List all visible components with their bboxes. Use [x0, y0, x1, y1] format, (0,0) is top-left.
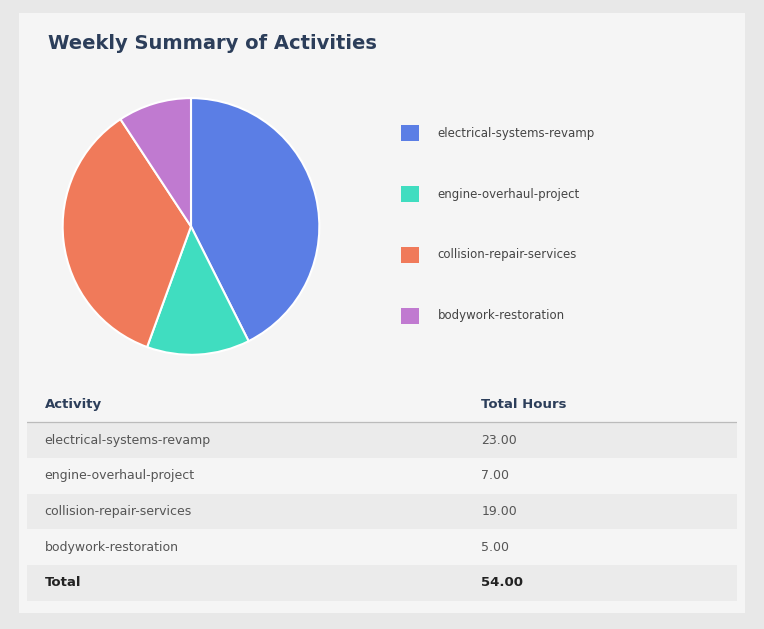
Wedge shape: [63, 120, 191, 347]
Bar: [27, 530, 737, 565]
Text: electrical-systems-revamp: electrical-systems-revamp: [438, 127, 595, 140]
Bar: [400, 247, 419, 263]
Bar: [27, 423, 737, 458]
Text: 7.00: 7.00: [481, 469, 510, 482]
Bar: [400, 308, 419, 323]
Text: Activity: Activity: [44, 398, 102, 411]
Text: electrical-systems-revamp: electrical-systems-revamp: [44, 434, 211, 447]
Wedge shape: [147, 226, 248, 355]
Wedge shape: [191, 98, 319, 341]
Bar: [400, 125, 419, 142]
Bar: [27, 494, 737, 530]
Text: 54.00: 54.00: [481, 576, 523, 589]
Text: 5.00: 5.00: [481, 541, 510, 554]
Text: engine-overhaul-project: engine-overhaul-project: [44, 469, 195, 482]
Text: Weekly Summary of Activities: Weekly Summary of Activities: [48, 33, 377, 53]
Bar: [27, 458, 737, 494]
Text: bodywork-restoration: bodywork-restoration: [438, 309, 565, 322]
Text: Total Hours: Total Hours: [481, 398, 567, 411]
Bar: [27, 565, 737, 601]
Text: collision-repair-services: collision-repair-services: [438, 248, 577, 262]
Text: 23.00: 23.00: [481, 434, 517, 447]
Bar: [400, 186, 419, 202]
Text: Total: Total: [44, 576, 81, 589]
Text: 19.00: 19.00: [481, 505, 517, 518]
Text: engine-overhaul-project: engine-overhaul-project: [438, 187, 580, 201]
Wedge shape: [121, 98, 191, 226]
Text: bodywork-restoration: bodywork-restoration: [44, 541, 179, 554]
Text: collision-repair-services: collision-repair-services: [44, 505, 192, 518]
